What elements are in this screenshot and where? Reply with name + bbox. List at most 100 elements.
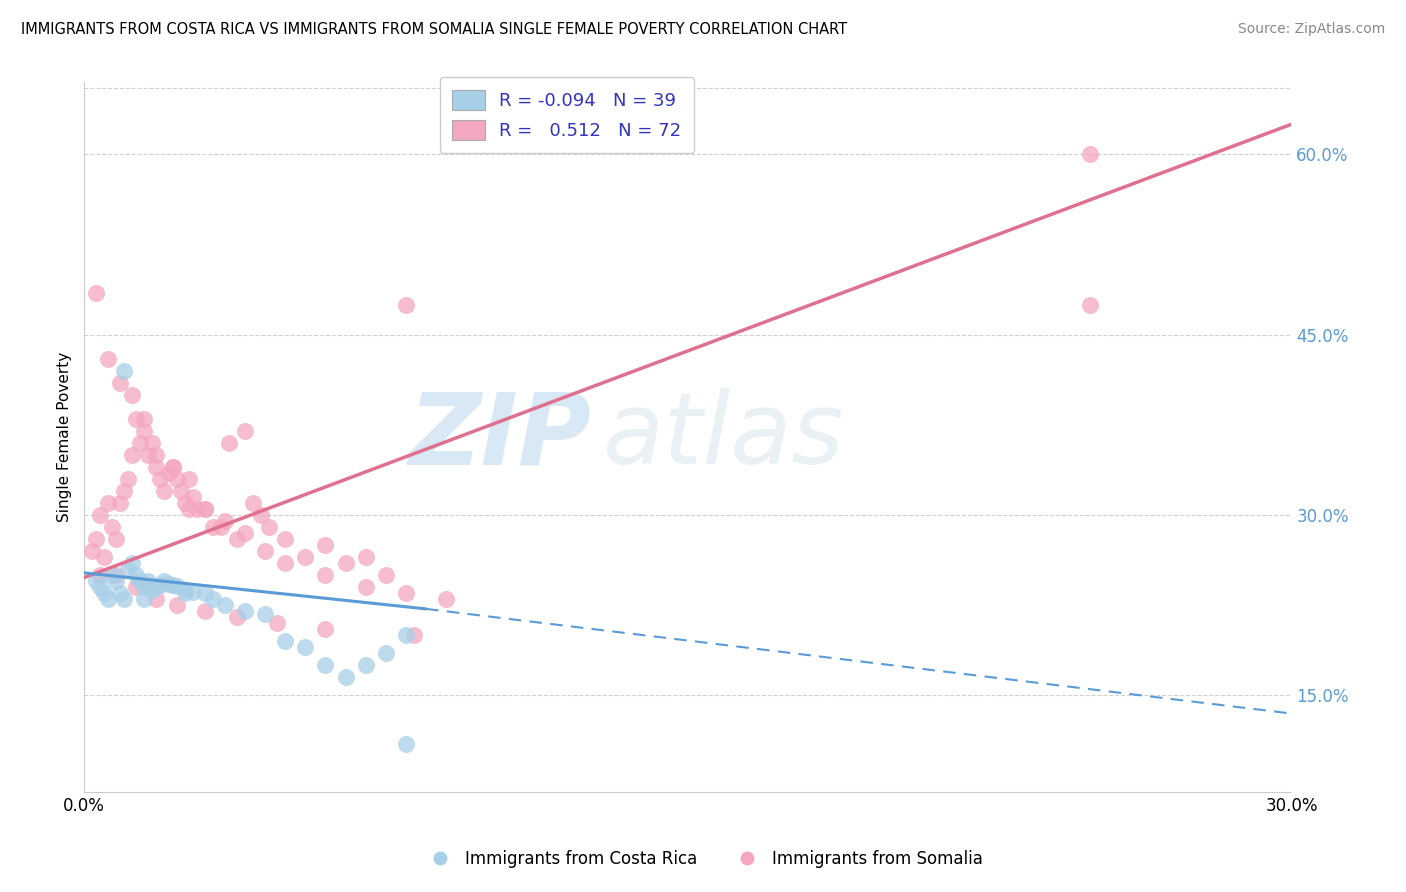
Point	[395, 737, 418, 751]
Point	[434, 592, 457, 607]
Point	[218, 436, 240, 450]
Point	[181, 490, 204, 504]
Point	[134, 592, 156, 607]
Point	[84, 574, 107, 589]
Point	[177, 472, 200, 486]
Point	[194, 502, 217, 516]
Point	[125, 412, 148, 426]
Point	[138, 448, 160, 462]
Point	[395, 298, 418, 312]
Point	[201, 520, 224, 534]
Point	[166, 472, 188, 486]
Point	[374, 647, 396, 661]
Point	[314, 538, 336, 552]
Point	[80, 544, 103, 558]
Point	[177, 502, 200, 516]
Point	[145, 592, 167, 607]
Point	[157, 466, 180, 480]
Point	[181, 585, 204, 599]
Point	[121, 448, 143, 462]
Point	[112, 483, 135, 498]
Point	[121, 388, 143, 402]
Point	[166, 579, 188, 593]
Point	[101, 520, 124, 534]
Point	[173, 496, 195, 510]
Point	[97, 592, 120, 607]
Point	[354, 580, 377, 594]
Point	[149, 472, 172, 486]
Point	[112, 364, 135, 378]
Point	[89, 568, 111, 582]
Point	[214, 514, 236, 528]
Point	[134, 412, 156, 426]
Point	[153, 574, 176, 589]
Point	[93, 586, 115, 600]
Text: IMMIGRANTS FROM COSTA RICA VS IMMIGRANTS FROM SOMALIA SINGLE FEMALE POVERTY CORR: IMMIGRANTS FROM COSTA RICA VS IMMIGRANTS…	[21, 22, 848, 37]
Point	[162, 460, 184, 475]
Point	[101, 568, 124, 582]
Point	[112, 592, 135, 607]
Point	[335, 556, 357, 570]
Point	[157, 576, 180, 591]
Point	[108, 376, 131, 390]
Point	[125, 580, 148, 594]
Point	[173, 586, 195, 600]
Point	[274, 556, 297, 570]
Y-axis label: Single Female Poverty: Single Female Poverty	[58, 351, 72, 522]
Point	[1078, 298, 1101, 312]
Point	[166, 599, 188, 613]
Point	[354, 658, 377, 673]
Point	[274, 532, 297, 546]
Point	[233, 526, 256, 541]
Point	[250, 508, 273, 522]
Point	[374, 568, 396, 582]
Point	[108, 496, 131, 510]
Point	[149, 578, 172, 592]
Point	[89, 508, 111, 522]
Point	[201, 592, 224, 607]
Point	[105, 568, 128, 582]
Point	[186, 502, 208, 516]
Point	[173, 582, 195, 597]
Point	[294, 550, 316, 565]
Point	[117, 562, 139, 576]
Point	[117, 472, 139, 486]
Point	[335, 670, 357, 684]
Text: Source: ZipAtlas.com: Source: ZipAtlas.com	[1237, 22, 1385, 37]
Text: ZIP: ZIP	[408, 388, 591, 485]
Point	[134, 424, 156, 438]
Point	[233, 604, 256, 618]
Point	[84, 532, 107, 546]
Point	[194, 502, 217, 516]
Point	[294, 640, 316, 655]
Point	[314, 568, 336, 582]
Point	[226, 610, 249, 624]
Text: atlas: atlas	[603, 388, 845, 485]
Point	[162, 578, 184, 592]
Point	[89, 580, 111, 594]
Point	[134, 580, 156, 594]
Point	[395, 628, 418, 642]
Point	[194, 604, 217, 618]
Point	[254, 607, 277, 621]
Point	[314, 658, 336, 673]
Point	[145, 448, 167, 462]
Point	[145, 580, 167, 594]
Point	[254, 544, 277, 558]
Point	[209, 520, 232, 534]
Point	[162, 460, 184, 475]
Point	[233, 424, 256, 438]
Point	[402, 628, 425, 642]
Point	[194, 586, 217, 600]
Point	[314, 623, 336, 637]
Point	[242, 496, 264, 510]
Point	[257, 520, 280, 534]
Point	[141, 436, 163, 450]
Point	[138, 574, 160, 589]
Point	[226, 532, 249, 546]
Point	[125, 568, 148, 582]
Legend: R = -0.094   N = 39, R =   0.512   N = 72: R = -0.094 N = 39, R = 0.512 N = 72	[440, 77, 695, 153]
Point	[169, 483, 191, 498]
Point	[214, 599, 236, 613]
Point	[105, 532, 128, 546]
